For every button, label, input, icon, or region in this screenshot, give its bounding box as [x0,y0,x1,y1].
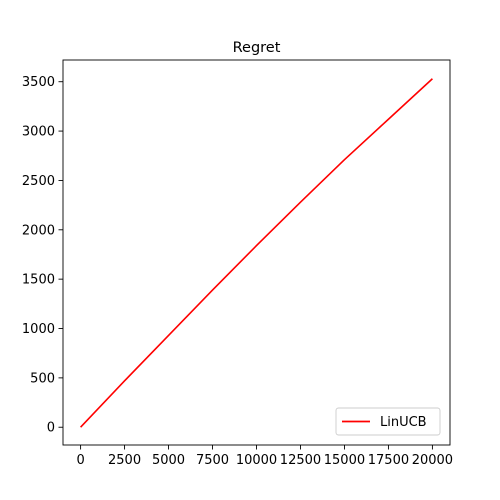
y-tick-label: 1500 [22,273,55,288]
y-tick-label: 2000 [22,223,55,238]
x-tick-label: 17500 [368,453,409,468]
axes-frame [62,59,451,446]
y-tick-label: 3500 [22,75,55,90]
y-tick-label: 500 [30,371,55,386]
series-line-linucb [80,78,433,428]
x-tick-label: 12500 [280,453,321,468]
x-tick-label: 15000 [324,453,365,468]
x-tick-label: 20000 [412,453,453,468]
x-tick-label: 2500 [108,453,141,468]
x-tick-label: 7500 [196,453,229,468]
x-tick-label: 5000 [152,453,185,468]
plot-area [80,78,433,428]
y-tick-label: 0 [47,421,55,436]
legend-label: LinUCB [380,415,427,430]
y-tick-label: 2500 [22,174,55,189]
axes: 0 2500 5000 7500 10000 12500 15000 17500 20000 0 5… [22,59,453,468]
legend-box [335,407,441,436]
x-tick-label: 0 [76,453,84,468]
y-tick-label: 1000 [22,322,55,337]
x-tick-label: 10000 [236,453,277,468]
chart-title: Regret [233,40,281,56]
y-tick-label: 3000 [22,125,55,140]
legend: LinUCB [335,407,441,436]
